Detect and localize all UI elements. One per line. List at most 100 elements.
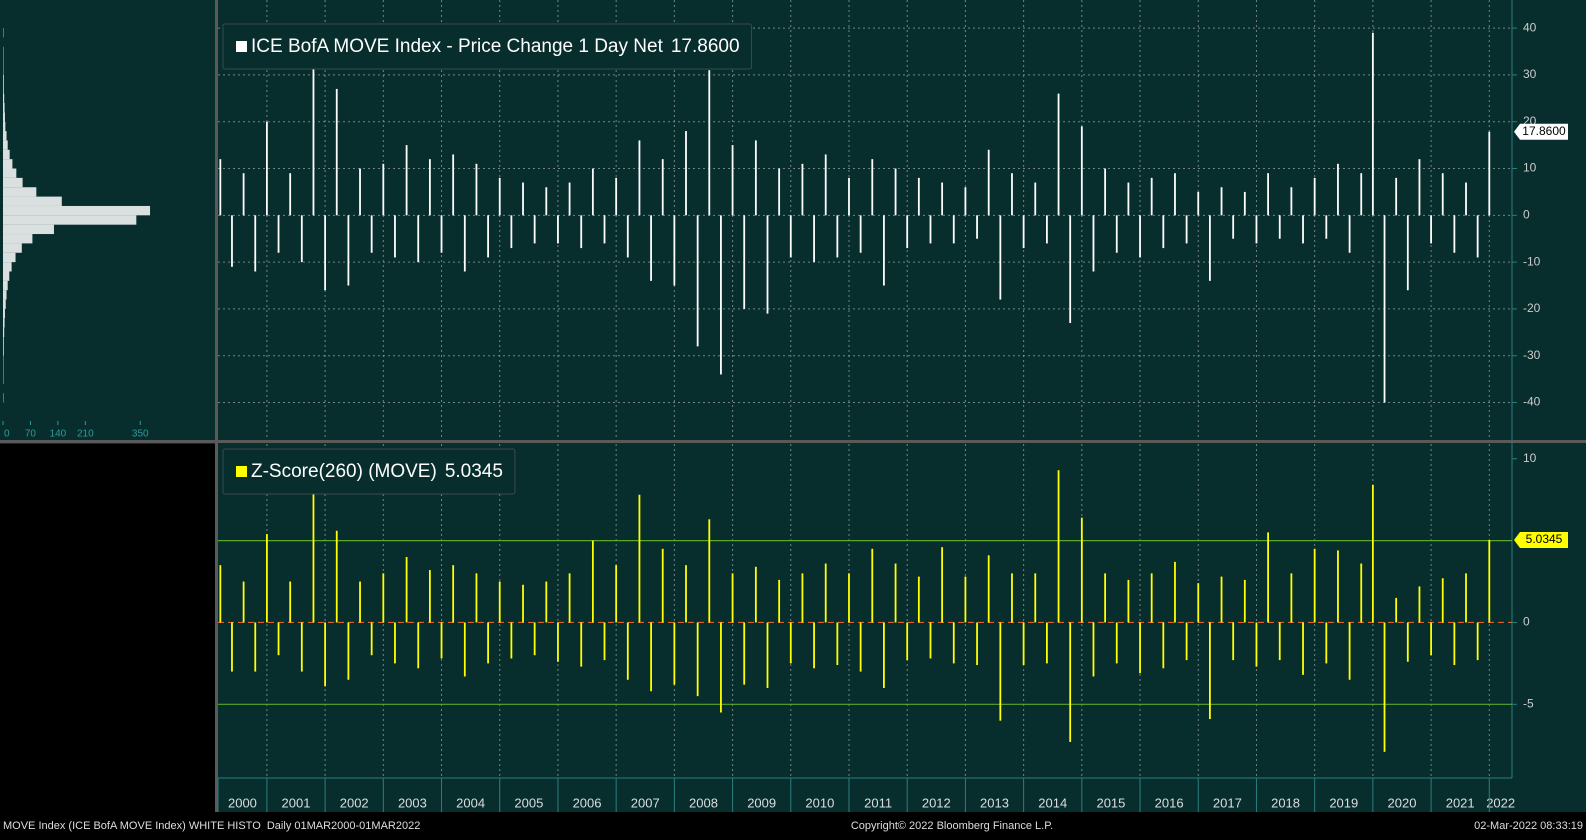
bar	[463, 622, 466, 677]
bar	[359, 581, 361, 623]
x-tick-label: 2007	[631, 795, 660, 810]
bar	[696, 622, 699, 697]
bar	[696, 215, 699, 347]
bar	[894, 563, 897, 623]
bar	[952, 622, 955, 664]
bar	[580, 215, 583, 249]
bar	[1348, 622, 1351, 680]
bar	[1011, 173, 1013, 216]
bar	[347, 622, 350, 680]
bar	[219, 565, 222, 623]
bar	[1139, 622, 1141, 674]
bar	[370, 215, 373, 253]
x-tick-label: 2013	[980, 795, 1009, 810]
x-tick-label: 2014	[1038, 795, 1067, 810]
bar	[743, 622, 746, 685]
bar	[359, 168, 361, 216]
last-value-box	[1514, 123, 1568, 140]
bar	[720, 215, 722, 375]
bar	[265, 121, 268, 216]
bar	[231, 622, 233, 672]
bar	[1337, 550, 1339, 623]
bar	[428, 159, 431, 216]
bar	[1115, 215, 1118, 253]
histogram-bar	[3, 140, 8, 150]
bar	[976, 622, 978, 666]
histogram-bar	[3, 149, 10, 160]
bar	[859, 622, 862, 672]
histogram-bar	[3, 346, 4, 356]
bar	[324, 622, 327, 687]
y-tick-label: 30	[1523, 67, 1537, 81]
bar	[335, 88, 338, 216]
bar	[417, 622, 420, 669]
x-tick-label: 2002	[340, 795, 369, 810]
bar	[1302, 622, 1304, 675]
bar	[685, 131, 687, 216]
bar	[1488, 131, 1491, 216]
bar	[626, 215, 629, 258]
x-tick-label: 2021	[1446, 795, 1475, 810]
bar	[836, 622, 839, 666]
bar	[1185, 215, 1188, 244]
bar	[801, 163, 804, 216]
x-tick-label: 2011	[864, 795, 892, 810]
bar	[417, 215, 420, 263]
y-tick-label: 10	[1523, 451, 1537, 465]
x-tick-label: 2015	[1096, 795, 1125, 810]
bar	[1430, 622, 1432, 656]
bar	[1395, 597, 1398, 623]
bar	[778, 168, 781, 216]
bar	[522, 584, 524, 623]
bar	[487, 215, 489, 258]
legend-box	[222, 448, 516, 495]
bar	[312, 65, 315, 216]
histogram-bar	[3, 308, 5, 319]
bar	[1278, 215, 1281, 239]
x-tick-label: 2006	[573, 795, 602, 810]
bar	[976, 215, 978, 239]
bar	[1127, 182, 1130, 216]
bar	[475, 573, 478, 623]
bar	[638, 494, 641, 623]
bar	[1034, 182, 1037, 216]
bar	[1313, 548, 1316, 623]
bar	[1139, 215, 1141, 258]
bar	[894, 168, 897, 216]
bar	[1080, 126, 1083, 216]
bar	[254, 622, 257, 672]
bar	[1022, 215, 1025, 249]
bar	[1104, 168, 1107, 216]
bar	[1069, 215, 1072, 323]
bar	[1080, 517, 1083, 623]
bar	[987, 555, 990, 623]
bar	[394, 622, 396, 664]
bar	[754, 140, 757, 216]
bar	[638, 140, 641, 216]
bar	[1278, 622, 1281, 661]
bar	[999, 622, 1002, 721]
bar	[603, 215, 606, 244]
histogram-bar	[3, 168, 17, 178]
bar	[557, 215, 559, 244]
bar	[1255, 622, 1258, 667]
x-tick-label: 2012	[922, 795, 951, 810]
bar	[650, 622, 652, 692]
bar	[475, 163, 478, 216]
bar	[1441, 578, 1444, 623]
bar	[219, 159, 222, 216]
bar	[1220, 187, 1223, 216]
bar	[1174, 561, 1176, 623]
bar	[626, 622, 629, 680]
y-tick-label: -5	[1523, 696, 1534, 710]
bar	[300, 622, 303, 672]
bar	[1453, 622, 1456, 666]
bar	[766, 215, 769, 314]
bar	[1185, 622, 1188, 661]
x-tick-label: 2022	[1486, 795, 1515, 810]
bar	[289, 173, 292, 216]
bar	[1034, 573, 1037, 623]
x-tick-label: 140	[50, 429, 67, 440]
bar	[650, 215, 652, 281]
bar	[1150, 573, 1153, 623]
